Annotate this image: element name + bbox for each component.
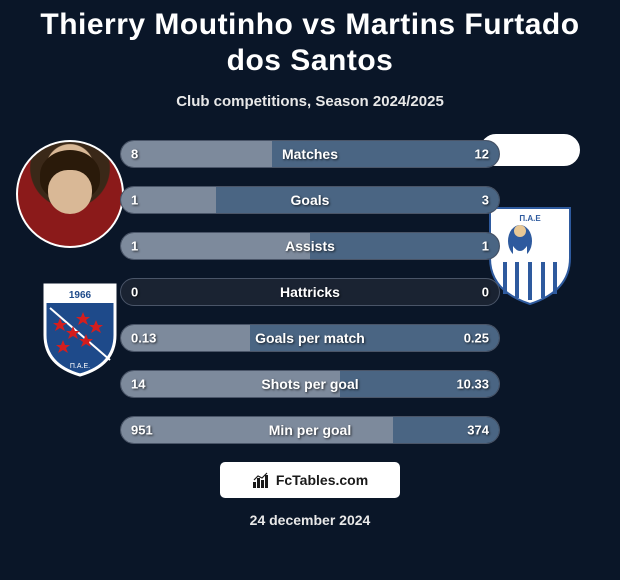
page-title: Thierry Moutinho vs Martins Furtado dos … — [10, 7, 610, 79]
bar-left — [121, 417, 393, 443]
bar-left — [121, 141, 272, 167]
team-logo-left: 1966 Π.Α.Ε. — [25, 270, 135, 380]
footer-badge-text: FcTables.com — [276, 472, 368, 488]
player-photo-left — [16, 140, 124, 248]
stat-value-left: 951 — [131, 423, 153, 438]
bar-left — [121, 233, 310, 259]
stat-row: Matches 8 12 — [120, 140, 500, 168]
stat-row: Min per goal 951 374 — [120, 416, 500, 444]
stat-label: Goals per match — [255, 330, 365, 346]
bar-right — [216, 187, 500, 213]
stat-label: Shots per goal — [261, 376, 358, 392]
footer-badge[interactable]: FcTables.com — [220, 462, 400, 498]
stat-value-left: 0.13 — [131, 331, 156, 346]
stat-row: Goals 1 3 — [120, 186, 500, 214]
stat-label: Assists — [285, 238, 335, 254]
chart-icon — [252, 471, 270, 489]
stats-area: 1966 Π.Α.Ε. Π.Α.Ε — [10, 140, 610, 444]
stat-value-right: 1 — [482, 239, 489, 254]
svg-text:1966: 1966 — [69, 290, 92, 301]
date-text: 24 december 2024 — [10, 512, 610, 528]
stat-value-right: 10.33 — [456, 377, 489, 392]
bar-right — [310, 233, 499, 259]
stat-value-right: 374 — [467, 423, 489, 438]
stat-value-right: 12 — [475, 147, 489, 162]
stat-row: Hattricks 0 0 — [120, 278, 500, 306]
stat-row: Shots per goal 14 10.33 — [120, 370, 500, 398]
stat-value-left: 14 — [131, 377, 145, 392]
stat-value-left: 8 — [131, 147, 138, 162]
svg-text:Π.Α.Ε: Π.Α.Ε — [519, 214, 541, 223]
stat-label: Goals — [291, 192, 330, 208]
stat-label: Min per goal — [269, 422, 351, 438]
subtitle: Club competitions, Season 2024/2025 — [10, 93, 610, 110]
stat-value-left: 0 — [131, 285, 138, 300]
stat-value-right: 0 — [482, 285, 489, 300]
stat-row: Assists 1 1 — [120, 232, 500, 260]
stat-value-right: 0.25 — [464, 331, 489, 346]
stat-label: Hattricks — [280, 284, 340, 300]
stat-label: Matches — [282, 146, 338, 162]
stat-row: Goals per match 0.13 0.25 — [120, 324, 500, 352]
stat-value-left: 1 — [131, 239, 138, 254]
stat-value-left: 1 — [131, 193, 138, 208]
svg-text:Π.Α.Ε.: Π.Α.Ε. — [70, 363, 90, 370]
stat-value-right: 3 — [482, 193, 489, 208]
